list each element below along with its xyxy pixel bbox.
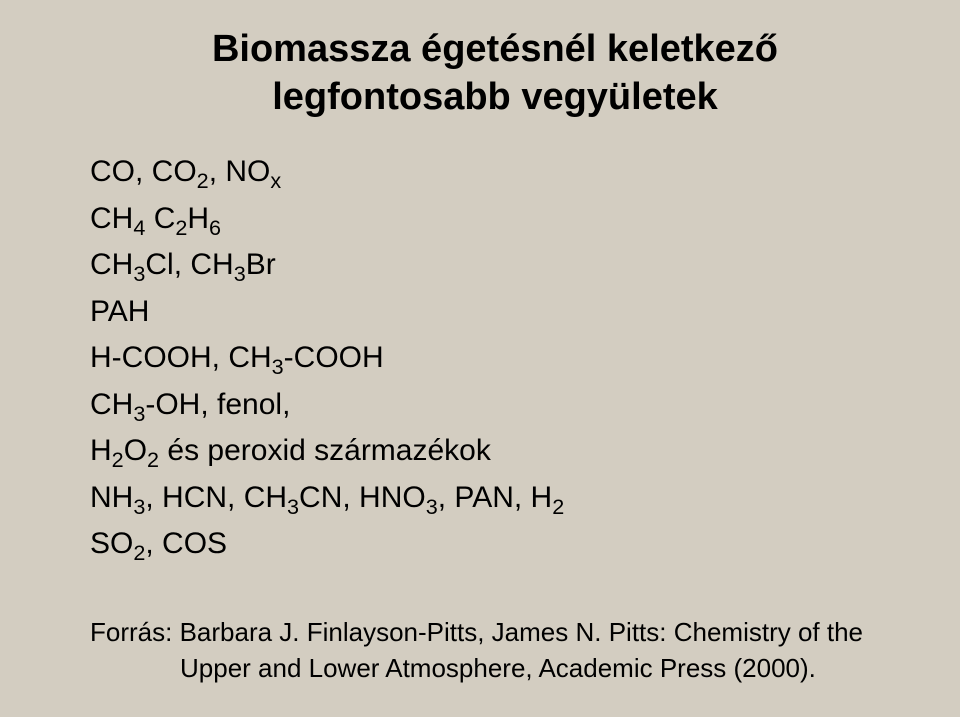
compound-line-5: H-COOH, CH3-COOH bbox=[90, 335, 900, 382]
source-citation: Forrás: Barbara J. Finlayson-Pitts, Jame… bbox=[90, 614, 900, 687]
compound-line-7: H2O2 és peroxid származékok bbox=[90, 428, 900, 475]
title-line-1: Biomassza égetésnél keletkező bbox=[212, 28, 778, 70]
source-line-1: Forrás: Barbara J. Finlayson-Pitts, Jame… bbox=[90, 614, 900, 650]
compound-line-6: CH3-OH, fenol, bbox=[90, 382, 900, 429]
compound-line-9: SO2, COS bbox=[90, 521, 900, 568]
compound-line-2: CH4 C2H6 bbox=[90, 196, 900, 243]
source-line-2: Upper and Lower Atmosphere, Academic Pre… bbox=[90, 650, 900, 686]
title-line-2: legfontosabb vegyületek bbox=[272, 76, 718, 118]
compound-line-3: CH3Cl, CH3Br bbox=[90, 242, 900, 289]
compound-line-8: NH3, HCN, CH3CN, HNO3, PAN, H2 bbox=[90, 475, 900, 522]
compound-line-4: PAH bbox=[90, 289, 900, 336]
slide-title: Biomassza égetésnél keletkező legfontosa… bbox=[90, 26, 900, 121]
compound-line-1: CO, CO2, NOx bbox=[90, 149, 900, 196]
slide: Biomassza égetésnél keletkező legfontosa… bbox=[0, 0, 960, 717]
